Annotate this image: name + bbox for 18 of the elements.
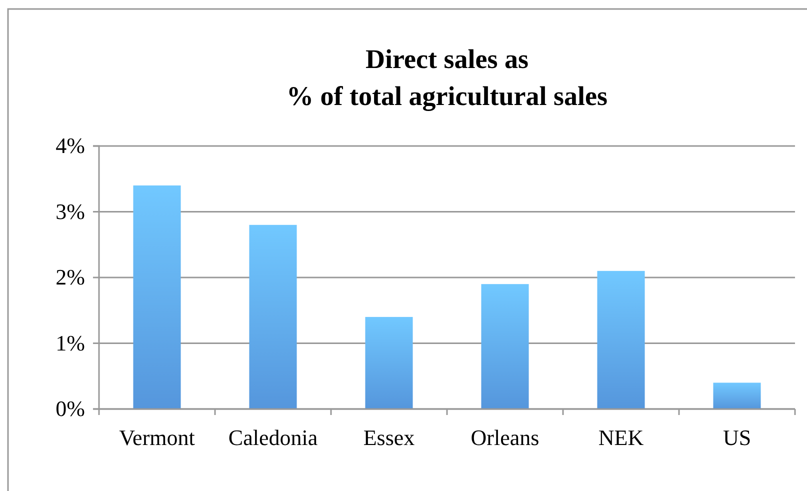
x-tick-label: Orleans bbox=[470, 425, 540, 450]
bar bbox=[713, 382, 761, 409]
y-tick-label: 4% bbox=[56, 133, 85, 158]
y-tick-label: 3% bbox=[56, 198, 85, 224]
bar bbox=[597, 270, 645, 409]
chart-title: Direct sales as % of total agricultural sales bbox=[286, 44, 608, 111]
bar bbox=[481, 284, 529, 409]
x-tick-label: NEK bbox=[598, 425, 644, 450]
x-tick-label: US bbox=[722, 425, 752, 450]
bar bbox=[249, 224, 297, 409]
bar bbox=[365, 316, 413, 409]
x-tick-label: Vermont bbox=[119, 425, 195, 450]
y-tick-label: 2% bbox=[56, 264, 85, 290]
x-tick-label: Essex bbox=[363, 425, 415, 450]
bar bbox=[133, 185, 181, 409]
y-tick-label: 1% bbox=[56, 330, 85, 356]
x-tick-label: Caledonia bbox=[228, 425, 318, 450]
y-tick-label: 0% bbox=[56, 396, 85, 422]
